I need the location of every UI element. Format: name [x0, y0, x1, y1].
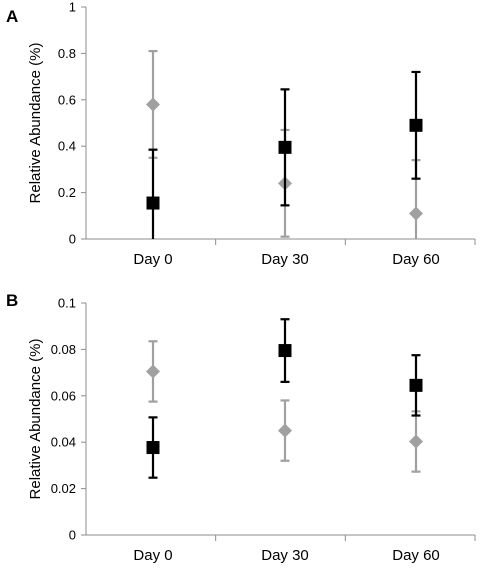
- y-tick-label: 1: [69, 0, 76, 15]
- data-point-square: [146, 196, 160, 210]
- x-tick-label: Day 30: [261, 547, 309, 564]
- data-point-diamond: [409, 434, 423, 449]
- y-tick-label: 0.04: [51, 435, 76, 450]
- y-tick-label: 0.6: [58, 92, 76, 107]
- y-tick-label: 0.8: [58, 46, 76, 61]
- panel-label: A: [6, 7, 18, 26]
- y-tick-label: 0.06: [51, 388, 76, 403]
- data-point-diamond: [146, 97, 160, 112]
- series-square: [146, 70, 423, 239]
- data-point-square: [409, 378, 423, 392]
- data-point-diamond: [409, 206, 423, 221]
- data-point-square: [278, 140, 292, 154]
- x-tick-label: Day 30: [261, 251, 309, 268]
- y-tick-label: 0: [69, 232, 76, 247]
- chart-panel-b: B Relative Abundance (%) 0 0.02 0.04 0.06 0.08…: [6, 291, 476, 564]
- x-tick-label: Day 0: [133, 547, 172, 564]
- y-tick-label: 0.1: [58, 296, 76, 311]
- y-tick-label: 0.02: [51, 481, 76, 496]
- data-point-square: [409, 118, 423, 132]
- x-tick-label: Day 60: [392, 547, 440, 564]
- y-tick-label: 0.08: [51, 342, 76, 357]
- data-point-diamond: [146, 364, 160, 379]
- panel-label: B: [6, 291, 18, 310]
- y-tick-label: 0.4: [58, 139, 76, 154]
- data-point-diamond: [278, 423, 292, 438]
- y-tick-label: 0: [69, 528, 76, 543]
- series-square: [146, 318, 423, 479]
- x-tick-label: Day 0: [133, 251, 172, 268]
- series-diamond: [146, 340, 423, 473]
- data-point-square: [146, 441, 160, 455]
- chart-panel-a: A Relative Abundance (%) 0 0.2 0.4 0.6 0.8 1 Day…: [6, 0, 476, 268]
- y-tick-label: 0.2: [58, 185, 76, 200]
- y-axis-label: Relative Abundance (%): [27, 339, 44, 500]
- x-tick-label: Day 60: [392, 251, 440, 268]
- data-point-square: [278, 344, 292, 358]
- y-axis-label: Relative Abundance (%): [27, 43, 44, 204]
